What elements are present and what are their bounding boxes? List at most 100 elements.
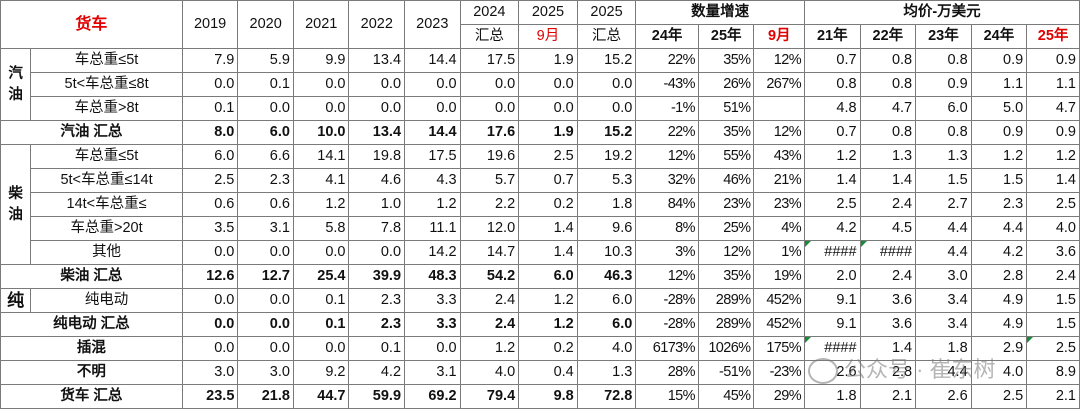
- price-cell: 0.9: [970, 120, 1028, 145]
- price-cell: 1.1: [970, 72, 1028, 97]
- growth-cell: 35%: [697, 120, 755, 145]
- cell: 0.0: [576, 72, 637, 97]
- price-cell: 3.4: [915, 288, 972, 313]
- growth-cell: 22%: [635, 120, 699, 145]
- price-cell: 4.9: [970, 312, 1028, 337]
- cell: 0.0: [518, 96, 578, 121]
- cell: 0.0: [181, 288, 239, 313]
- cell: 15.2: [576, 48, 637, 73]
- growth-cell: -51%: [697, 360, 755, 385]
- year-2025m-top: 2025: [518, 0, 578, 25]
- growth-cell: -23%: [753, 360, 806, 385]
- cell: 0.0: [404, 336, 461, 361]
- header-row-2: 汇总 9月 汇总 24年 25年 9月 21年 22年 23年 24年 25年: [1, 24, 1080, 49]
- table-row: 14t<车总重≤ 0.6 0.6 1.2 1.0 1.2 2.2 0.2 1.8…: [1, 192, 1080, 217]
- cell: 0.0: [181, 336, 239, 361]
- price-cell: ####: [859, 240, 917, 265]
- corner-label: 货车: [0, 0, 183, 49]
- growth-cell: 3%: [635, 240, 699, 265]
- cell: 19.8: [348, 144, 406, 169]
- price-cell: 1.4: [804, 168, 861, 193]
- cell: 1.2: [459, 336, 520, 361]
- price-cell: 2.5: [1026, 192, 1080, 217]
- price-cell: 4.9: [970, 288, 1028, 313]
- table-row: 5t<车总重≤8t 0.0 0.1 0.0 0.0 0.0 0.0 0.0 0.…: [1, 72, 1080, 97]
- price-cell: 1.4: [859, 336, 917, 361]
- price-cell: 2.1: [1026, 384, 1080, 409]
- growth-cell: 43%: [753, 144, 806, 169]
- cell: 2.5: [181, 168, 239, 193]
- cell: 25.4: [292, 264, 350, 289]
- cell: 13.4: [348, 48, 406, 73]
- cell: 2.4: [459, 288, 520, 313]
- cell: 0.0: [237, 240, 294, 265]
- price-cell: 4.2: [970, 240, 1028, 265]
- growth-cell: -1%: [635, 96, 699, 121]
- year-2021: 2021: [292, 0, 350, 49]
- price-cell: 2.5: [1026, 336, 1080, 361]
- price-cell: 2.0: [804, 264, 861, 289]
- growth-cell: -43%: [635, 72, 699, 97]
- year-2020: 2020: [237, 0, 294, 49]
- cell: 39.9: [348, 264, 406, 289]
- price-cell: 1.3: [915, 144, 972, 169]
- cell: 1.0: [348, 192, 406, 217]
- table-row: 其他 0.0 0.0 0.0 0.0 14.2 14.7 1.4 10.3 3%…: [1, 240, 1080, 265]
- year-2024-top: 2024: [459, 0, 520, 25]
- growth-cell: 15%: [635, 384, 699, 409]
- cell: 2.4: [459, 312, 520, 337]
- price-cell: 1.2: [970, 144, 1028, 169]
- price-col-24: 24年: [970, 24, 1028, 49]
- price-cell: 2.8: [970, 264, 1028, 289]
- price-cell: 0.9: [1026, 48, 1080, 73]
- cell: 54.2: [459, 264, 520, 289]
- cell: 44.7: [292, 384, 350, 409]
- table-row: 柴油 车总重≤5t 6.0 6.6 14.1 19.8 17.5 19.6 2.…: [0, 144, 1080, 265]
- row-label: 柴油 汇总: [0, 264, 183, 289]
- cell: 4.0: [459, 360, 520, 385]
- cell: 9.9: [292, 48, 350, 73]
- price-cell: 1.5: [1026, 312, 1080, 337]
- cell: 4.3: [404, 168, 461, 193]
- cell: 2.3: [237, 168, 294, 193]
- price-cell: 5.0: [970, 96, 1028, 121]
- growth-col-25: 25年: [697, 24, 755, 49]
- cell: 1.2: [292, 192, 350, 217]
- growth-cell: 1%: [753, 240, 806, 265]
- row-label: 5t<车总重≤14t: [30, 168, 183, 193]
- cell: 15.2: [576, 120, 637, 145]
- price-cell: 1.1: [1026, 72, 1080, 97]
- price-cell: 4.7: [1026, 96, 1080, 121]
- cell: 0.0: [518, 72, 578, 97]
- cell: 0.2: [518, 336, 578, 361]
- cell: 72.8: [576, 384, 637, 409]
- cell: 0.6: [237, 192, 294, 217]
- price-cell: 9.1: [804, 288, 861, 313]
- growth-cell: 32%: [635, 168, 699, 193]
- cell: 0.6: [181, 192, 239, 217]
- growth-cell: 23%: [697, 192, 755, 217]
- growth-cell: 46%: [697, 168, 755, 193]
- price-cell: 1.5: [970, 168, 1028, 193]
- growth-cell: 26%: [697, 72, 755, 97]
- price-cell: 4.7: [859, 96, 917, 121]
- cell: 0.0: [459, 96, 520, 121]
- price-cell: 6.0: [915, 96, 972, 121]
- price-cell: 1.3: [859, 144, 917, 169]
- price-cell: 1.4: [859, 168, 917, 193]
- cell: 14.2: [404, 240, 461, 265]
- cell: 6.0: [181, 144, 239, 169]
- cell: 2.3: [348, 288, 406, 313]
- growth-cell: 55%: [697, 144, 755, 169]
- row-label: 汽油 汇总: [0, 120, 183, 145]
- growth-cell: 45%: [697, 384, 755, 409]
- price-cell: 4.4: [970, 216, 1028, 241]
- growth-cell: 23%: [753, 192, 806, 217]
- table-row: 车总重>8t 0.1 0.0 0.0 0.0 0.0 0.0 0.0 0.0 -…: [1, 96, 1080, 121]
- cell: 0.0: [404, 72, 461, 97]
- growth-cell: 1026%: [697, 336, 755, 361]
- cell: 0.1: [181, 96, 239, 121]
- cell: 0.0: [292, 96, 350, 121]
- cell: 9.8: [518, 384, 578, 409]
- cell: 3.1: [404, 360, 461, 385]
